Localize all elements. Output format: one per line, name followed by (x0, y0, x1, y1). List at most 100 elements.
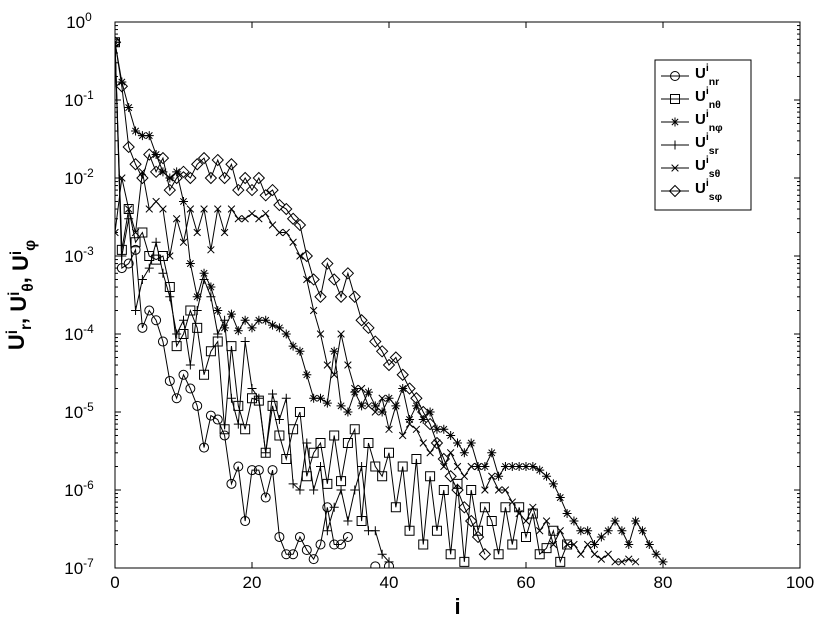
marker (316, 462, 325, 472)
marker (563, 540, 571, 549)
marker (611, 558, 619, 566)
marker (151, 315, 162, 326)
marker (357, 384, 366, 393)
marker (315, 438, 326, 449)
marker (535, 465, 545, 475)
marker (255, 215, 263, 223)
marker (220, 315, 230, 325)
marker (363, 438, 374, 449)
marker (377, 549, 387, 559)
marker (500, 462, 510, 472)
marker (219, 424, 230, 435)
series-line (115, 42, 389, 566)
marker (439, 424, 449, 434)
marker (268, 389, 278, 399)
marker (329, 502, 339, 512)
legend-label: Uinφ (695, 108, 723, 134)
marker (226, 393, 236, 403)
marker (423, 417, 437, 431)
marker (316, 393, 325, 403)
marker (260, 492, 271, 503)
marker (190, 158, 204, 171)
series-line (115, 42, 664, 563)
marker (529, 503, 537, 512)
marker (375, 345, 389, 358)
marker (508, 498, 517, 506)
marker (486, 516, 497, 527)
marker (417, 405, 430, 419)
marker (268, 221, 277, 229)
marker (178, 369, 189, 380)
marker (309, 393, 319, 403)
series-layer (115, 36, 668, 568)
marker (522, 517, 530, 525)
marker (446, 449, 455, 457)
marker (356, 516, 367, 527)
marker (357, 462, 367, 472)
marker (253, 395, 264, 406)
y-tick-label: 10-2 (64, 166, 94, 188)
marker (157, 336, 168, 347)
marker (507, 539, 518, 550)
marker (370, 561, 381, 568)
marker (171, 341, 182, 352)
marker (164, 282, 175, 293)
marker (364, 402, 373, 410)
marker (131, 228, 140, 237)
marker (398, 431, 407, 440)
marker (597, 555, 606, 563)
marker (172, 215, 181, 223)
marker (144, 251, 155, 261)
marker (555, 556, 566, 567)
marker (377, 471, 388, 482)
marker (329, 539, 340, 550)
marker (327, 273, 341, 286)
marker (273, 198, 286, 212)
marker (618, 558, 626, 566)
marker (349, 424, 360, 435)
marker (240, 315, 250, 325)
marker (206, 292, 216, 302)
marker (542, 517, 551, 525)
marker (418, 539, 429, 550)
marker (261, 448, 271, 458)
marker (131, 126, 141, 136)
marker (225, 158, 238, 171)
marker (211, 153, 224, 167)
marker (501, 486, 510, 494)
marker (467, 462, 475, 471)
marker (149, 165, 163, 179)
y-axis-label: Uir, Uiθ, Uiφ (4, 240, 39, 350)
marker (329, 346, 339, 356)
marker (556, 527, 564, 535)
marker (624, 540, 634, 550)
series-line (115, 42, 390, 563)
marker (247, 465, 257, 476)
marker (460, 472, 469, 480)
marker (261, 209, 270, 218)
marker (658, 557, 668, 567)
marker (145, 205, 153, 213)
marker (459, 556, 470, 567)
marker (404, 525, 415, 536)
marker (186, 205, 195, 213)
marker (363, 387, 373, 397)
marker (670, 71, 680, 81)
marker (562, 508, 572, 518)
marker (199, 274, 209, 284)
marker (288, 479, 298, 489)
marker (233, 419, 243, 429)
marker (604, 550, 612, 558)
marker (199, 442, 210, 453)
marker (192, 322, 203, 333)
marker (115, 80, 129, 93)
marker (302, 438, 312, 448)
marker (481, 486, 489, 494)
marker (562, 539, 573, 550)
marker (534, 549, 545, 560)
marker (275, 228, 284, 237)
marker (254, 315, 264, 325)
marker (274, 415, 284, 425)
marker (342, 531, 353, 542)
marker (192, 306, 202, 316)
